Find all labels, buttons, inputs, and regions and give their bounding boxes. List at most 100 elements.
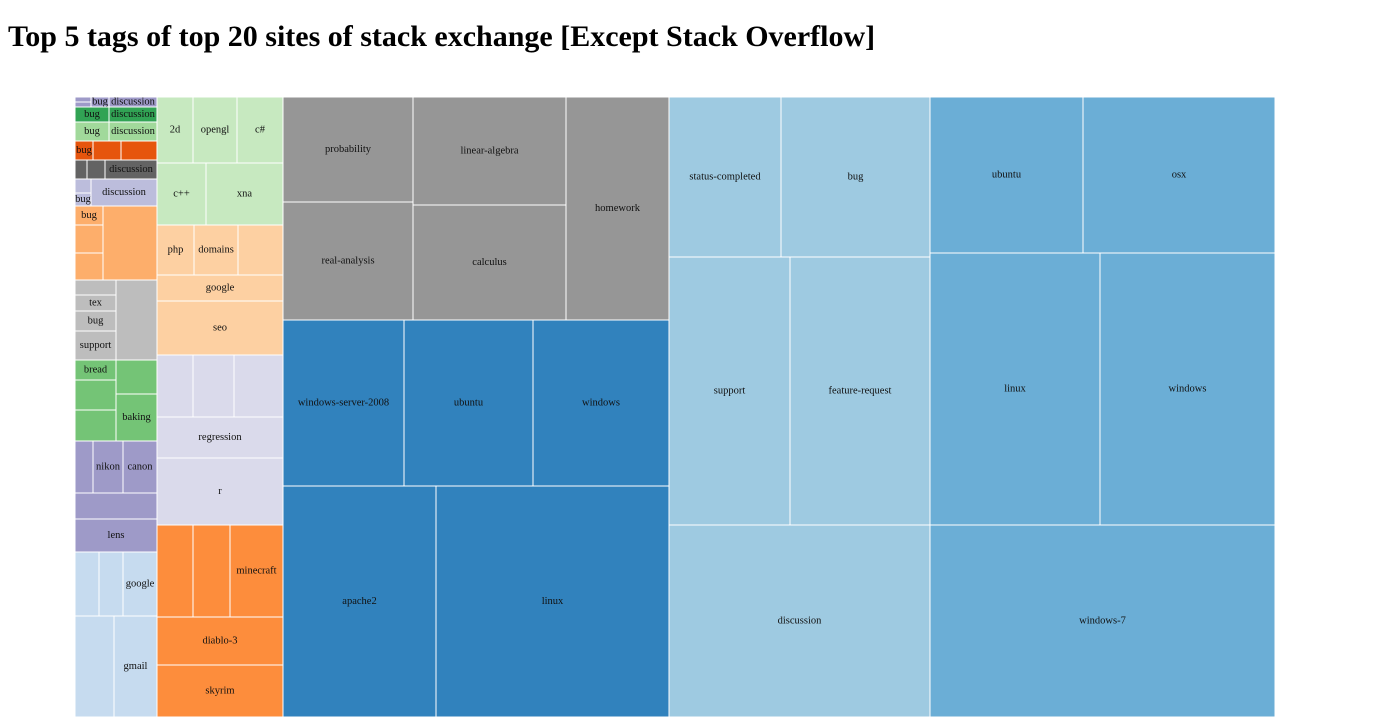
treemap-tile-rect <box>102 205 158 281</box>
treemap-tile-label: support <box>714 385 746 396</box>
treemap-tile-rect <box>192 97 238 164</box>
treemap-tile-rect <box>115 393 158 442</box>
treemap-tile <box>192 354 235 418</box>
treemap-tile <box>75 252 104 281</box>
treemap-tile-label: ubuntu <box>454 397 484 408</box>
treemap-tile: skyrim <box>156 664 284 717</box>
treemap-tile: bug <box>75 121 110 142</box>
treemap-tile-rect <box>193 224 239 276</box>
treemap-tile: discussion <box>108 121 158 142</box>
treemap-tile <box>75 615 115 717</box>
treemap-tile-label: discussion <box>778 615 823 626</box>
treemap-tile <box>75 224 104 254</box>
chart-title: Top 5 tags of top 20 sites of stack exch… <box>8 20 876 53</box>
treemap-tile-label: lens <box>108 530 125 541</box>
treemap-tile-label: windows <box>582 397 620 408</box>
treemap-tile-rect <box>115 279 158 361</box>
treemap-tile-label: feature-request <box>829 385 892 396</box>
treemap-tile <box>192 524 231 618</box>
treemap-tile-label: minecraft <box>236 565 276 576</box>
treemap-tile-rect <box>75 615 115 717</box>
treemap-tile-rect <box>403 319 534 487</box>
treemap-tile-label: linux <box>542 596 564 607</box>
treemap-tile: discussion <box>104 159 158 180</box>
treemap-tile-rect <box>156 354 194 418</box>
treemap-tile-label: windows <box>1169 383 1207 394</box>
treemap-tile: linux <box>435 485 670 717</box>
treemap-tile-rect <box>75 159 88 180</box>
treemap-tile: nikon <box>92 440 124 494</box>
treemap-tile-label: baking <box>122 412 151 423</box>
treemap-chart: ubuntu osx linux windows windows-7 status-com… <box>75 97 1275 717</box>
treemap-tile-rect <box>233 354 284 418</box>
treemap-tile-label: discussion <box>111 126 156 137</box>
treemap-tile-label: osx <box>1172 169 1187 180</box>
treemap-tile: ubuntu <box>403 319 534 487</box>
treemap-tile-label: 2d <box>170 124 181 135</box>
treemap-tile <box>115 279 158 361</box>
treemap-tile-label: bug <box>75 194 92 205</box>
treemap-tile: bug <box>75 310 117 332</box>
treemap-tile-label: discussion <box>111 109 156 120</box>
treemap-tile <box>92 140 122 161</box>
treemap-tile: xna <box>205 162 284 226</box>
treemap-tile <box>75 409 117 442</box>
treemap-tile-label: google <box>206 282 235 293</box>
treemap-tile: google <box>122 551 158 617</box>
treemap-tile-label: opengl <box>201 124 230 135</box>
treemap-tile: tex <box>75 294 117 312</box>
treemap-tile-rect <box>75 409 117 442</box>
treemap-tile-label: calculus <box>472 257 506 268</box>
treemap-tile: apache2 <box>282 485 437 717</box>
treemap-tile-label: linear-algebra <box>460 145 518 156</box>
treemap-tile-label: tex <box>89 297 103 308</box>
treemap-tile <box>86 159 106 180</box>
treemap-tile-label: google <box>126 578 155 589</box>
treemap-tile: bug <box>780 97 931 258</box>
treemap-tile-rect <box>282 97 414 203</box>
treemap-tile-rect <box>282 201 414 321</box>
treemap-tile: discussion <box>668 524 931 717</box>
treemap-tile-rect <box>75 551 100 617</box>
treemap-tile-rect <box>929 524 1275 717</box>
treemap-tile <box>237 224 284 276</box>
treemap-tile-label: discussion <box>111 97 156 107</box>
treemap-tile-rect <box>532 319 670 487</box>
treemap-tile-rect <box>115 359 158 395</box>
treemap-tile-rect <box>156 300 284 356</box>
treemap-tile-rect <box>789 256 931 526</box>
treemap-tile: canon <box>122 440 158 494</box>
treemap-tile-rect <box>75 224 104 254</box>
treemap-tile: osx <box>1082 97 1275 254</box>
treemap-tile-rect <box>122 551 158 617</box>
treemap-tile <box>75 97 92 103</box>
treemap-tile-rect <box>90 178 158 207</box>
treemap-tile: linux <box>929 252 1101 526</box>
treemap-tile-label: linux <box>1004 383 1026 394</box>
treemap-tile-rect <box>565 97 670 321</box>
treemap-tile-rect <box>435 485 670 717</box>
treemap-tile <box>75 159 88 180</box>
treemap-tile-rect <box>282 319 405 487</box>
treemap-tile-rect <box>282 485 437 717</box>
treemap-tile: linear-algebra <box>412 97 567 206</box>
treemap-tile: ubuntu <box>929 97 1084 254</box>
treemap-tile-label: bug <box>848 171 865 182</box>
treemap-tile-rect <box>156 224 195 276</box>
treemap-tile: bug <box>75 106 110 123</box>
treemap-tile-label: c# <box>255 124 266 135</box>
treemap-tile-rect <box>237 224 284 276</box>
treemap-tile: support <box>668 256 791 526</box>
treemap-tile: windows-server-2008 <box>282 319 405 487</box>
treemap-tile-rect <box>205 162 284 226</box>
treemap-tile-rect <box>75 379 117 411</box>
treemap-tile-label: ubuntu <box>992 169 1022 180</box>
treemap-tile-label: bug <box>84 109 101 120</box>
treemap-tile-label: bug <box>84 126 101 137</box>
treemap-tile <box>75 379 117 411</box>
treemap-tile <box>75 551 100 617</box>
treemap-tile-label: support <box>80 340 112 351</box>
treemap-tile: seo <box>156 300 284 356</box>
treemap-tile: real-analysis <box>282 201 414 321</box>
treemap-tile-rect <box>75 178 92 194</box>
